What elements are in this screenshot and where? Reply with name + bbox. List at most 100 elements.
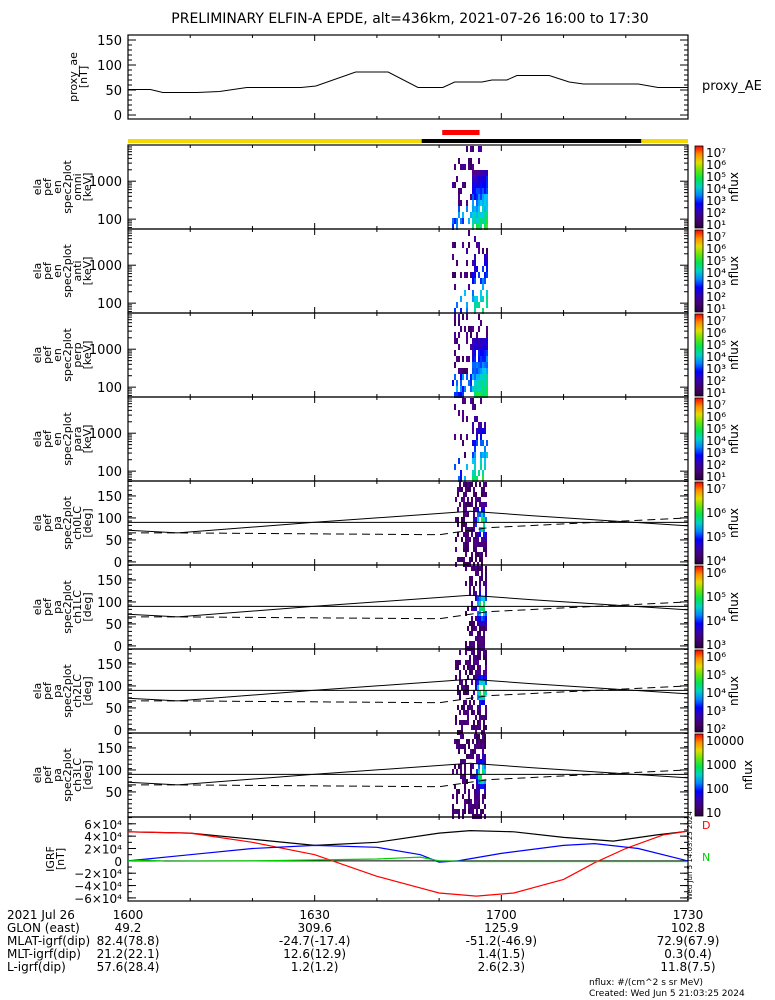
spectrogram-cell [460,434,462,440]
orbit-value: 1730 [673,908,704,922]
spectrogram-cell [482,206,484,212]
pa-spectrogram-cell [479,591,481,596]
spectrogram-cell [478,302,480,308]
pa-spectrogram-cell [475,715,477,720]
y-axis-label-line: [nT] [54,848,67,870]
pa-spectrogram-cell [466,739,468,744]
pa-spectrogram-cell [475,492,477,497]
spectrogram-cell [474,458,476,464]
spectrogram-cell [474,272,476,278]
pa-spectrogram-cell [470,769,472,774]
spectrogram-cell [452,242,454,248]
spectrogram-cell [476,332,478,338]
y-axis-label-line: pef [41,513,54,532]
pa-spectrogram-cell [485,552,487,557]
colorbar-tick-label: 10⁷ [706,314,726,328]
pa-spectrogram-cell [462,809,464,814]
pa-spectrogram-cell [484,804,486,809]
spectrogram-cell [486,290,488,296]
spectrogram-cell [464,452,466,458]
spectrogram-cell [482,356,484,362]
y-axis-label-line: ela [31,431,44,448]
spectrogram-cell [476,176,478,182]
orbit-value: -51.2(-46.9) [466,934,537,948]
pa-spectrogram-cell [467,606,469,611]
spectrogram-cell [478,392,480,398]
pa-spectrogram-cell [467,547,469,552]
y-axis-label-line: ela [31,263,44,280]
spectrogram-cell [480,356,482,362]
spectrogram-cell [474,356,476,362]
pa-spectrogram-cell [485,715,487,720]
pa-spectrogram-cell [470,749,472,754]
pa-spectrogram-cell [477,616,479,621]
pa-spectrogram-cell [467,487,469,492]
orbit-value: 82.4(78.8) [97,934,160,948]
pa-spectrogram-cell [465,611,467,616]
pa-spectrogram-cell [481,641,483,646]
pa-spectrogram-cell [459,557,461,562]
y-tick-label: 150 [97,490,122,505]
spectrogram-cell [454,182,456,188]
pa-spectrogram-cell [475,675,477,680]
pa-spectrogram-cell [461,497,463,502]
pa-spectrogram-cell [475,685,477,690]
pa-spectrogram-cell [475,547,477,552]
pa-spectrogram-cell [477,725,479,730]
pa-spectrogram-cell [480,744,482,749]
spectrogram-cell [472,458,474,464]
spectrogram-cell [486,302,488,308]
pa-spectrogram-cell [480,739,482,744]
pa-spectrogram-cell [483,675,485,680]
colorbar-tick-label: 10³ [706,446,726,460]
pa-spectrogram-cell [475,517,477,522]
pa-spectrogram-cell [477,542,479,547]
pa-spectrogram-cell [457,532,459,537]
pa-spectrogram-cell [469,700,471,705]
pa-spectrogram-cell [480,774,482,779]
spectrogram-cell [454,272,456,278]
pa-spectrogram-cell [481,675,483,680]
pa-spectrogram-cell [483,537,485,542]
y-axis-label-line: en [51,348,64,362]
spectrogram-cell [472,260,474,266]
pa-spectrogram-cell [465,700,467,705]
spectrogram-cell [472,452,474,458]
pa-spectrogram-cell [478,734,480,739]
spectrogram-cell [480,212,482,218]
spectrogram-cell [474,368,476,374]
spectrogram-cell [472,176,474,182]
spectrogram-cell [458,458,460,464]
pa-spectrogram-cell [466,754,468,759]
pa-spectrogram-cell [478,754,480,759]
pa-spectrogram-cell [475,497,477,502]
y-axis-label-line: ch3LC [71,758,84,792]
pa-spectrogram-cell [485,611,487,616]
pa-spectrogram-cell [467,710,469,715]
pa-spectrogram-cell [485,542,487,547]
spectrogram-cell [474,176,476,182]
spectrogram-cell [466,248,468,254]
pa-spectrogram-cell [459,670,461,675]
pa-spectrogram-cell [480,784,482,789]
y-axis-label-line: IGRF [44,846,57,872]
y-axis-label-line: anti [71,260,84,281]
spectrogram-cell [466,260,468,266]
colorbar-tick-label: 10⁴ [706,182,726,196]
spectrogram-cell [476,212,478,218]
pa-spectrogram-cell [483,700,485,705]
spectrogram-cell [474,218,476,224]
y-axis-label-line: [deg] [81,508,94,537]
spectrogram-cell [476,218,478,224]
colorbar-tick-label: 10⁵ [706,254,726,268]
spectrogram-cell [462,314,464,320]
spectrogram-cell [482,194,484,200]
y-axis-label-line: [deg] [81,676,94,705]
pa-spectrogram-cell [469,660,471,665]
pa-spectrogram-cell [461,685,463,690]
spectrogram-cell [480,374,482,380]
y-tick-label: 1000 [89,427,122,442]
spectrogram-cell [478,248,480,254]
pa-spectrogram-cell [473,507,475,512]
